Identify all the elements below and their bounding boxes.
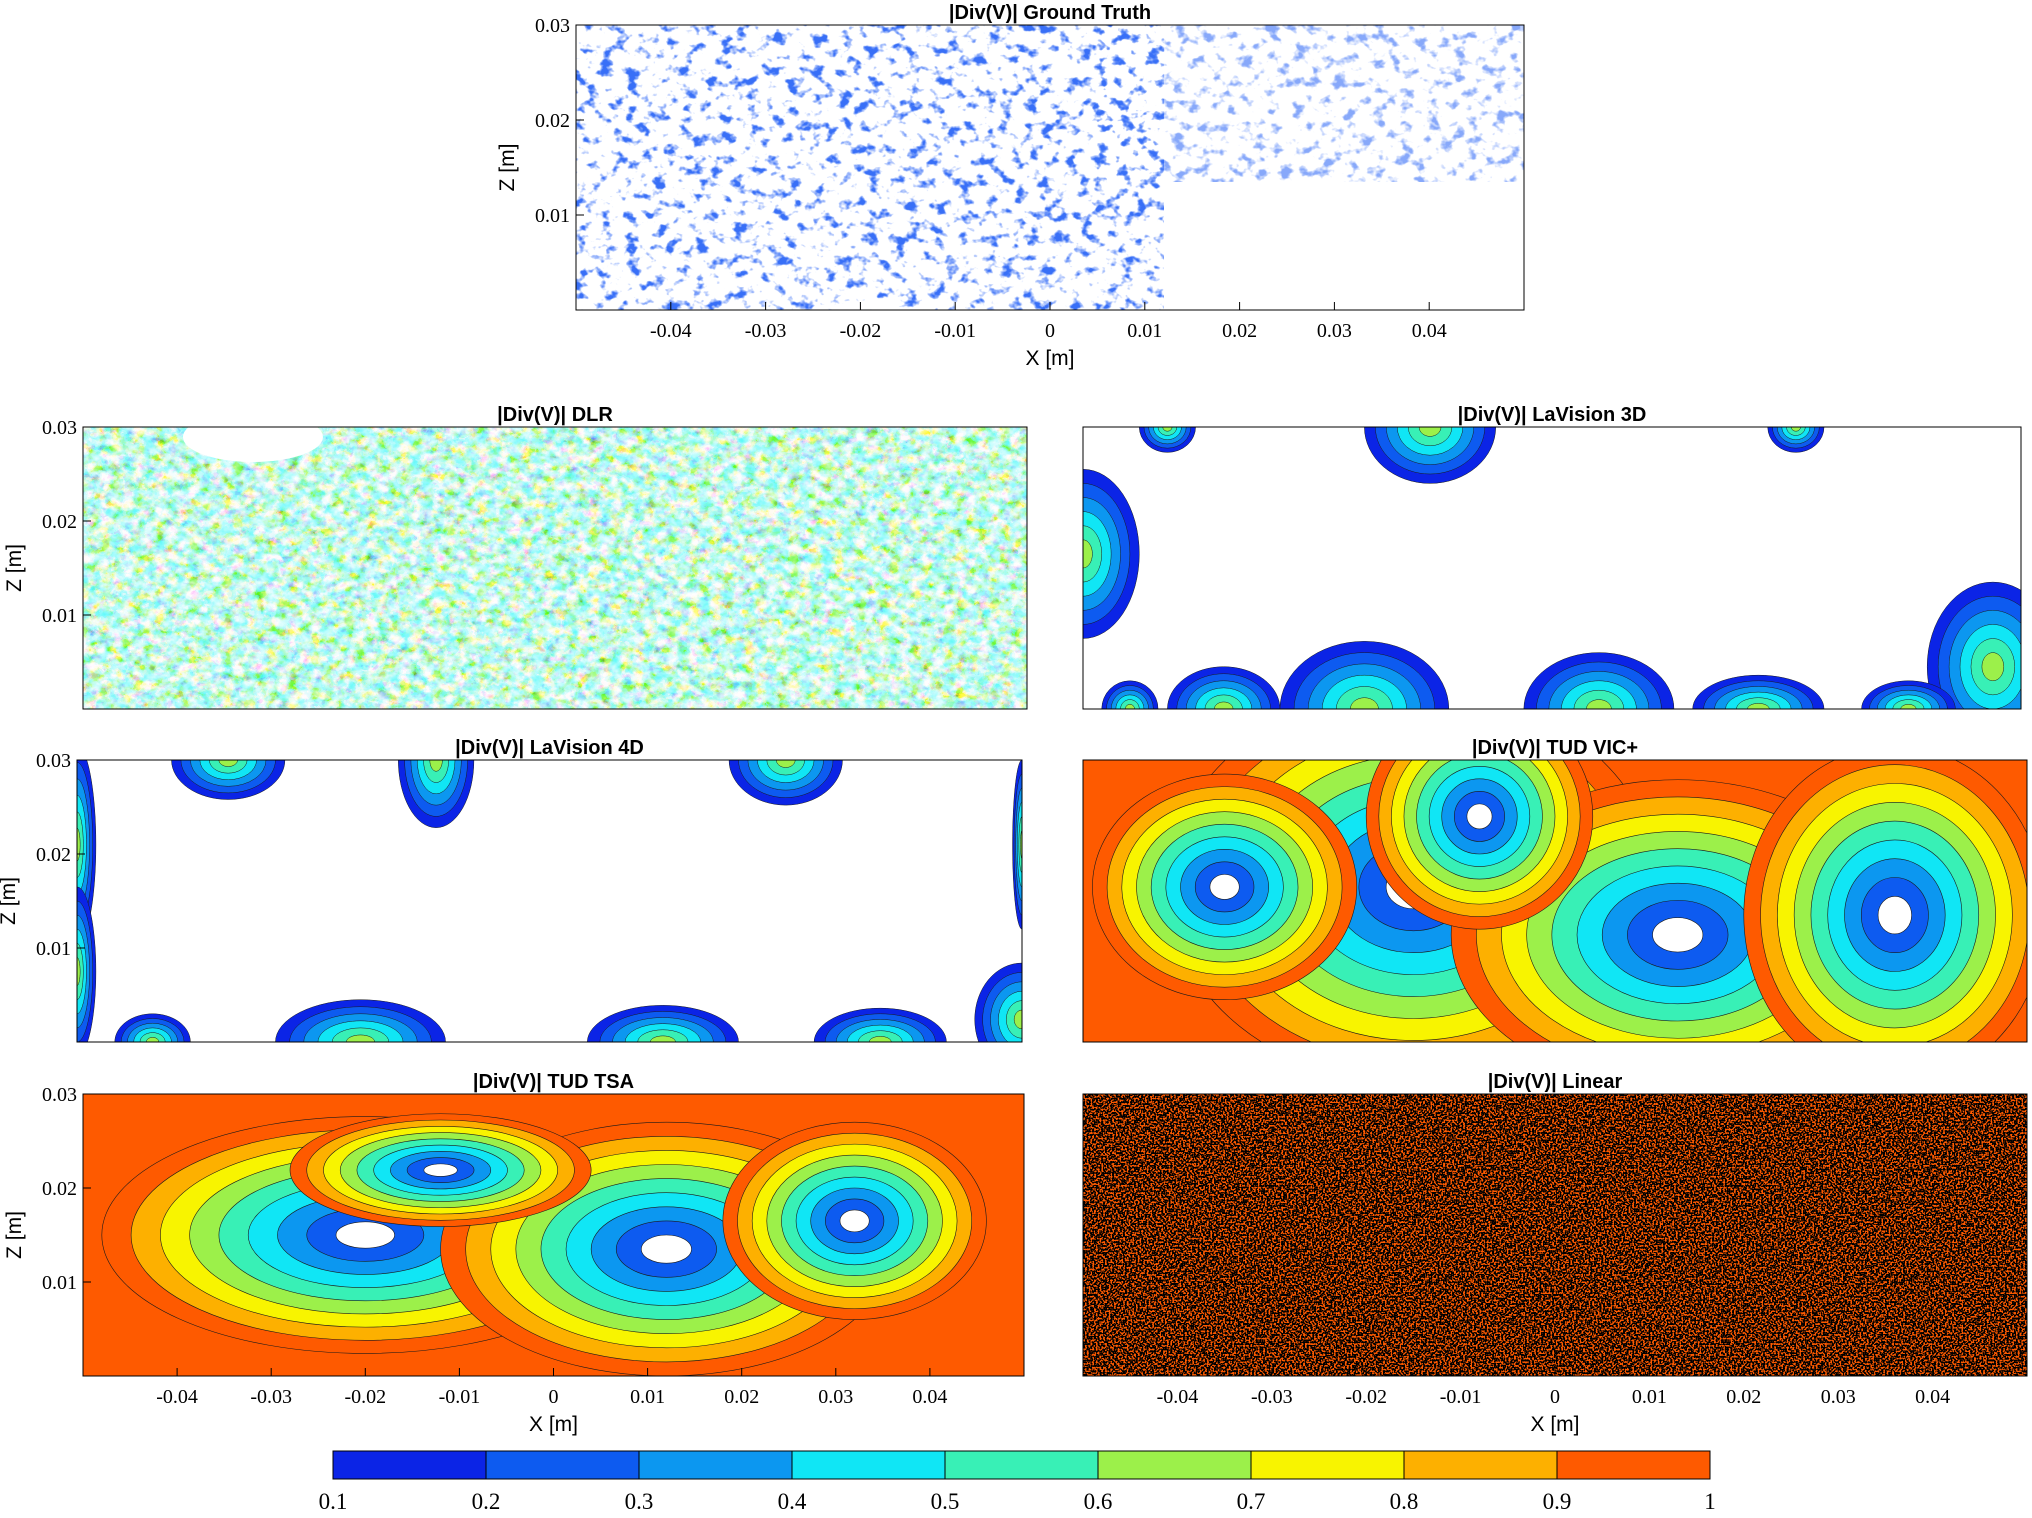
x-tick-label: -0.01 bbox=[934, 320, 976, 342]
y-axis-label: Z [m] bbox=[0, 877, 20, 925]
colorbar: 0.1 0.2 0.3 0.4 0.5 0.6 0.7 0.8 0.9 1 bbox=[319, 1450, 1716, 1514]
field-dlr bbox=[83, 412, 1027, 709]
field-vic bbox=[1083, 760, 2027, 1042]
colorbar-tick-label: 0.7 bbox=[1237, 1489, 1266, 1514]
colorbar-band bbox=[1557, 1451, 1711, 1479]
colorbar-tick-label: 0.6 bbox=[1084, 1489, 1113, 1514]
panel-title: |Div(V)| Linear bbox=[1488, 1071, 1623, 1093]
x-tick-label: 0.02 bbox=[1726, 1386, 1761, 1408]
field-gt bbox=[576, 25, 1524, 310]
colorbar-tick-label: 1 bbox=[1704, 1489, 1716, 1514]
x-tick-label: 0 bbox=[1550, 1386, 1560, 1408]
x-tick-label: 0.02 bbox=[1222, 320, 1257, 342]
panel-lav4d: |Div(V)| LaVision 4D 0.01 0.02 0.03 Z [m] bbox=[0, 737, 1023, 1043]
y-tick-label: 0.02 bbox=[535, 110, 570, 132]
x-tick-label: -0.04 bbox=[1157, 1386, 1199, 1408]
colorbar-tick-label: 0.8 bbox=[1390, 1489, 1419, 1514]
y-axis-label: Z [m] bbox=[3, 544, 26, 592]
colorbar-tick-label: 0.2 bbox=[472, 1489, 501, 1514]
y-tick-label: 0.02 bbox=[42, 1178, 77, 1200]
colorbar-band bbox=[945, 1451, 1099, 1479]
colorbar-band bbox=[333, 1451, 487, 1479]
x-tick-label: -0.04 bbox=[650, 320, 692, 342]
field-lav4d bbox=[77, 760, 1022, 1042]
x-tick-label: 0.03 bbox=[818, 1386, 853, 1408]
y-tick-label: 0.03 bbox=[42, 417, 77, 439]
x-tick-label: 0 bbox=[1045, 320, 1055, 342]
panel-title: |Div(V)| TUD VIC+ bbox=[1472, 737, 1638, 759]
panel-title: |Div(V)| LaVision 3D bbox=[1458, 404, 1647, 426]
y-tick-label: 0.01 bbox=[42, 605, 77, 627]
x-tick-label: 0.01 bbox=[1127, 320, 1162, 342]
x-tick-label: 0 bbox=[549, 1386, 559, 1408]
y-axis-label: Z [m] bbox=[496, 144, 519, 192]
x-tick-label: -0.02 bbox=[1345, 1386, 1387, 1408]
field-lin bbox=[1083, 1094, 2027, 1376]
panel-vic: |Div(V)| TUD VIC+ bbox=[1082, 737, 2028, 1043]
colorbar-tick-label: 0.9 bbox=[1543, 1489, 1572, 1514]
x-tick-label: -0.04 bbox=[156, 1386, 198, 1408]
panel-lin: |Div(V)| Linear -0.04 -0.03 -0.02 -0.01 0 0.01… bbox=[1082, 1071, 2028, 1436]
x-tick-label: -0.01 bbox=[1440, 1386, 1482, 1408]
x-tick-label: -0.02 bbox=[840, 320, 882, 342]
y-tick-label: 0.01 bbox=[36, 938, 71, 960]
panel-dlr: |Div(V)| DLR 0.01 0.02 0.03 Z [m] bbox=[3, 404, 1028, 710]
x-tick-label: -0.02 bbox=[344, 1386, 386, 1408]
x-tick-label: -0.03 bbox=[745, 320, 787, 342]
x-tick-label: 0.04 bbox=[1412, 320, 1447, 342]
x-tick-label: -0.01 bbox=[439, 1386, 481, 1408]
y-tick-label: 0.03 bbox=[36, 750, 71, 772]
y-tick-label: 0.02 bbox=[36, 844, 71, 866]
colorbar-tick-label: 0.3 bbox=[625, 1489, 654, 1514]
colorbar-band bbox=[792, 1451, 946, 1479]
x-tick-label: 0.02 bbox=[724, 1386, 759, 1408]
colorbar-band bbox=[486, 1451, 640, 1479]
panel-tsa: |Div(V)| TUD TSA -0.04 -0.03 -0.02 -0.01 0 0.0… bbox=[3, 1071, 1025, 1436]
y-tick-label: 0.03 bbox=[535, 15, 570, 37]
panel-title: |Div(V)| DLR bbox=[497, 404, 613, 426]
y-tick-label: 0.02 bbox=[42, 511, 77, 533]
colorbar-tick-label: 0.5 bbox=[931, 1489, 960, 1514]
x-tick-label: 0.03 bbox=[1317, 320, 1352, 342]
x-tick-label: 0.01 bbox=[1632, 1386, 1667, 1408]
x-tick-label: 0.04 bbox=[1915, 1386, 1950, 1408]
x-axis-label: X [m] bbox=[1025, 347, 1074, 370]
y-axis-label: Z [m] bbox=[3, 1211, 26, 1259]
panel-title: |Div(V)| LaVision 4D bbox=[455, 737, 644, 759]
colorbar-band bbox=[1251, 1451, 1405, 1479]
x-tick-label: 0.01 bbox=[630, 1386, 665, 1408]
field-tsa bbox=[83, 1094, 1024, 1376]
x-tick-label: 0.04 bbox=[912, 1386, 947, 1408]
colorbar-band bbox=[1404, 1451, 1558, 1479]
y-tick-label: 0.01 bbox=[42, 1272, 77, 1294]
x-tick-label: -0.03 bbox=[1251, 1386, 1293, 1408]
panel-gt: |Div(V)| Ground Truth -0.04 -0.03 -0.02 -0.0… bbox=[496, 2, 1525, 370]
panel-title: |Div(V)| Ground Truth bbox=[949, 2, 1151, 24]
colorbar-tick-label: 0.4 bbox=[778, 1489, 807, 1514]
y-tick-label: 0.01 bbox=[535, 205, 570, 227]
y-tick-label: 0.03 bbox=[42, 1084, 77, 1106]
colorbar-band bbox=[639, 1451, 793, 1479]
field-lav3d bbox=[1083, 427, 2021, 709]
x-tick-label: 0.03 bbox=[1821, 1386, 1856, 1408]
x-axis-label: X [m] bbox=[529, 1413, 578, 1436]
x-tick-label: -0.03 bbox=[250, 1386, 292, 1408]
panel-title: |Div(V)| TUD TSA bbox=[473, 1071, 634, 1093]
panel-lav3d: |Div(V)| LaVision 3D bbox=[1082, 404, 2022, 710]
colorbar-tick-label: 0.1 bbox=[319, 1489, 348, 1514]
x-axis-label: X [m] bbox=[1530, 1413, 1579, 1436]
colorbar-band bbox=[1098, 1451, 1252, 1479]
